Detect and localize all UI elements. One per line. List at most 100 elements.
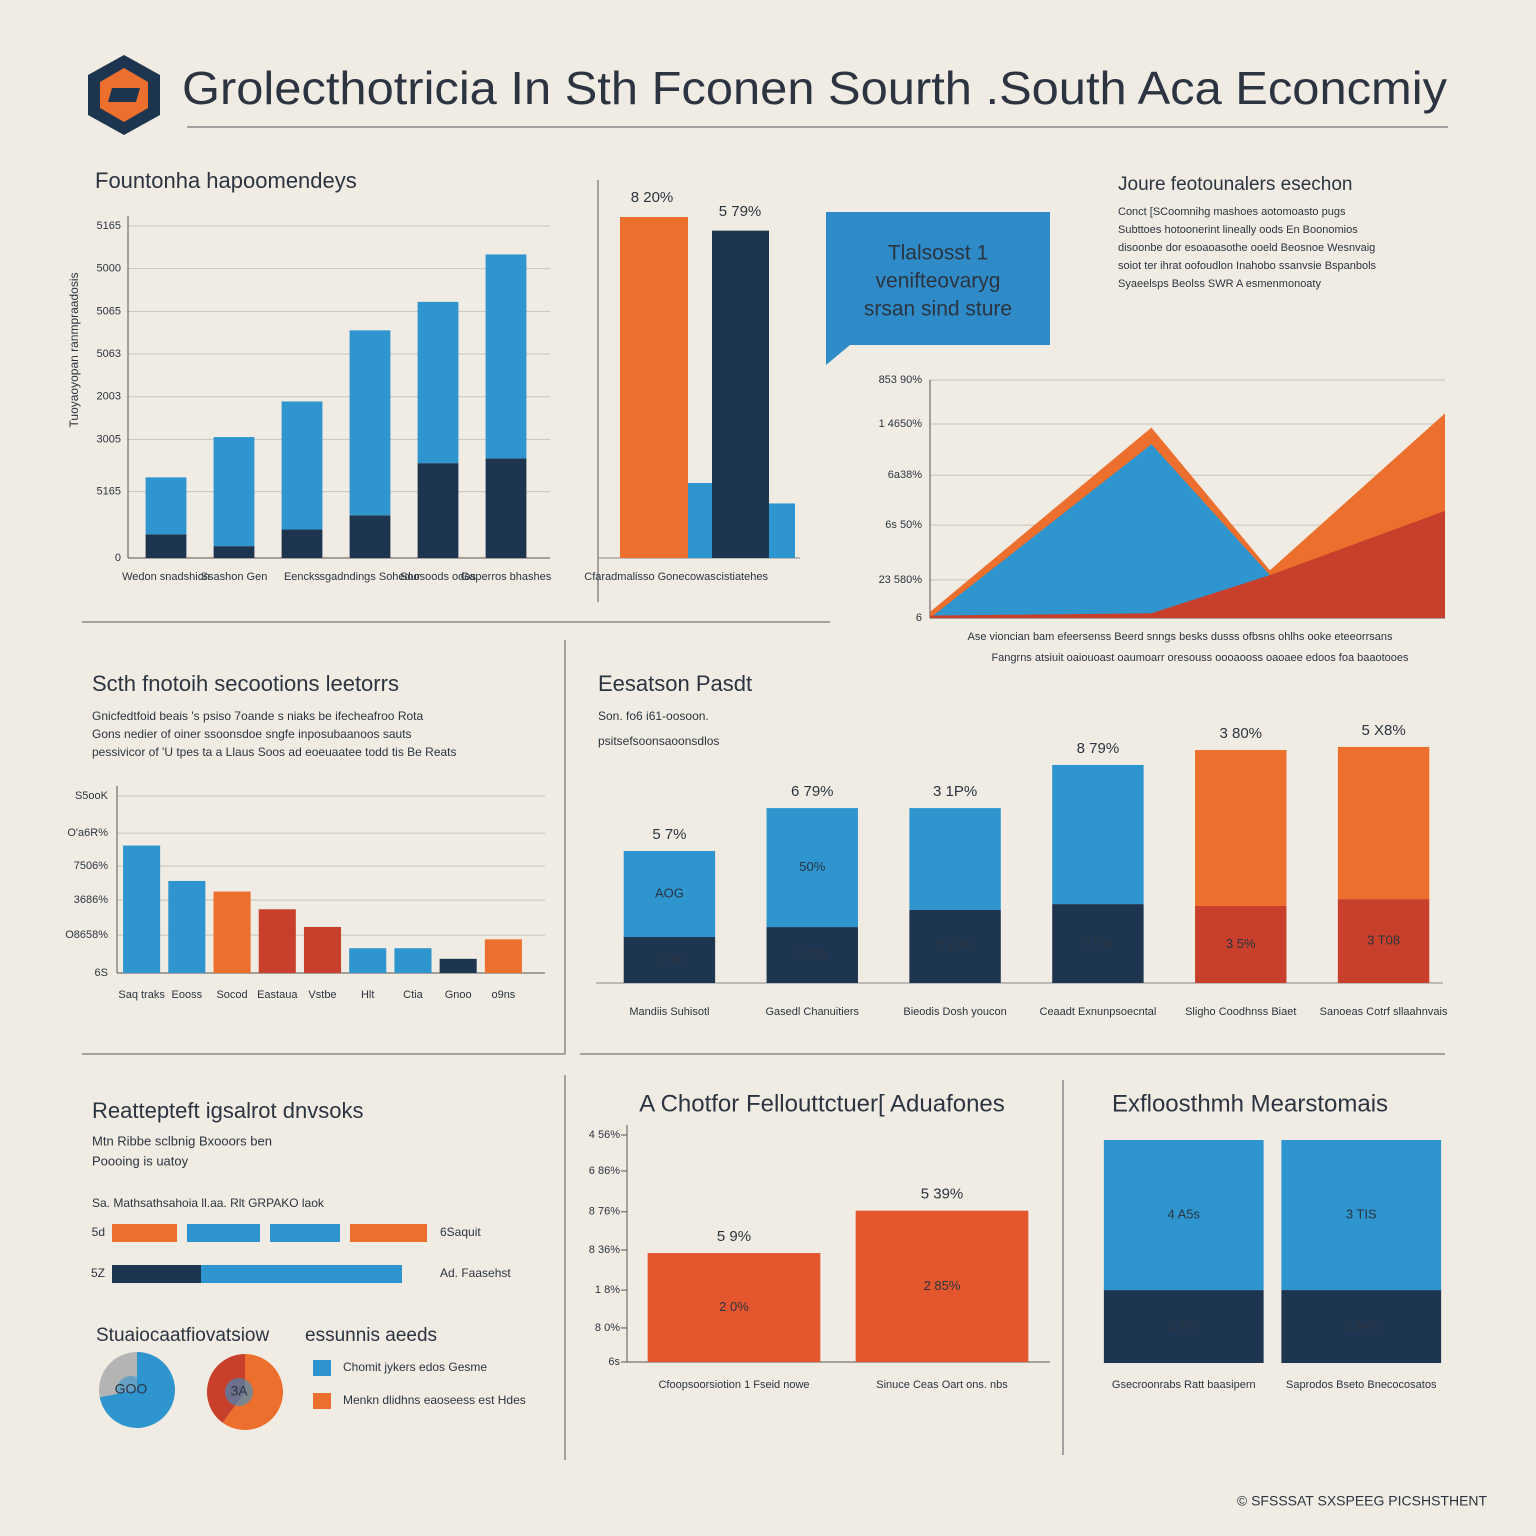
x-tick-label: Gsecroonrabs Ratt baasipern [1112,1379,1256,1391]
subtitle: Mtn Ribbe sclbnig Bxooors ben [92,1133,272,1148]
y-tick-label: 6S [95,967,108,979]
y-tick-label: O'a6R% [67,827,108,839]
y-axis-label: Tuoyaoyopan ranmpraadosis [67,273,81,428]
y-tick-label: 0 [115,552,121,564]
legend-label: Menkn dlidhns eaoseess est Hdes [343,1393,526,1407]
callout-text: venifteovaryg [876,270,1001,293]
bar-label: 2 85% [924,1278,961,1293]
x-tick-label: Ctia [403,989,423,1001]
x-tick-label: Hlt [361,989,374,1001]
pie-label: 3A [230,1383,248,1399]
bar-label: 3 34% [1343,1318,1380,1333]
row-label: 5Z [91,1266,105,1280]
bar-label: 4 A5s [1167,1206,1200,1221]
x-tick-label: Vstbe [308,989,336,1001]
bar-segment [1281,1290,1442,1363]
y-tick-label: 5165 [97,220,121,232]
subtitle: Conct [SCoomnihg mashoes aotomoasto pugs [1118,206,1346,218]
bar [439,958,477,973]
main-title: Grolecthotricia In Sth Fconen Sourth .So… [182,62,1447,114]
x-tick-label: Ssashon Gen [201,571,268,583]
y-tick-label: O8658% [65,929,108,941]
x-tick-label: Sinuce Ceas Oart ons. nbs [876,1379,1008,1391]
bar-top-label: 3 80% [1219,725,1262,742]
bar-segment [213,546,255,558]
y-tick-label: 5063 [97,348,121,360]
y-tick-label: 6s 50% [885,519,922,531]
x-tick-label: Eooss [172,989,203,1001]
bar-segment [909,910,1001,983]
y-tick-label: 5165 [97,486,121,498]
chart-title: A Chotfor Fellouttctuer[ Aduafones [639,1090,1005,1117]
y-tick-label: 6s [608,1356,620,1368]
bar-segment [350,1224,427,1242]
bar-label: 50% [799,859,825,874]
bar-label: AOG [655,885,684,900]
subtitle: Poooing is uatoy [92,1153,189,1168]
pie-hole [117,1376,145,1404]
logo [88,55,160,135]
y-tick-label: 1 4650% [879,418,923,430]
bar-label: 6 0% [1083,935,1113,950]
annotation: 5 79% [719,203,762,220]
y-tick-label: 2003 [97,391,121,403]
subtitle: pessivicor of 'U tpes ta a Llaus Soos ad… [92,745,457,759]
chart-title: Fountonha hapoomendeys [95,168,357,193]
x-tick-label: Mandiis Suhisotl [629,1006,709,1018]
chart-title: Reattepteft igsalrot dnvsoks [92,1098,363,1123]
chart-title: Scth fnotoih secootions leetorrs [92,671,399,696]
subtitle: Gons nedier of oiner ssoonsdoe sngfe inp… [92,727,412,741]
x-tick-label: o9ns [491,989,515,1001]
row-note: Ad. Faasehst [440,1266,511,1280]
chart-title: Joure feotounalers esechon [1118,174,1353,195]
bar-segment [112,1265,201,1283]
bar-segment [1337,746,1430,900]
x-tick-label: Gasedl Chanuitiers [765,1006,859,1018]
bar-segment [1281,1140,1442,1291]
chart-title: Eesatson Pasdt [598,671,752,696]
callout-text: Tlalsosst 1 [888,242,988,265]
x-tick-label: Cfaradmalisso Gonecowas [584,571,716,583]
x-tick-label: Cfoopsoorsiotion 1 Fseid nowe [658,1379,809,1391]
bar [123,845,161,973]
chart-title: Exfloosthmh Mearstomais [1112,1090,1388,1117]
y-tick-label: 853 90% [879,374,923,386]
bar-segment [145,534,187,558]
subtitle: disoonbe dor esoaoasothe ooeld Beosnoe W… [1118,242,1375,254]
x-tick-label: Soosoods odos [400,571,476,583]
legend-swatch [313,1360,331,1376]
bar-label: 2 96 [657,951,682,966]
bar-top-label: 6 79% [791,783,834,800]
subtitle: Syaeelsps Beolss SWR A esmenmonoaty [1118,278,1321,290]
bar [303,926,342,973]
x-tick-label: Gaperros bhashes [461,571,552,583]
bar-segment [1052,764,1144,905]
x-tick-label: Saprodos Bseto Bnecocosatos [1286,1379,1437,1391]
x-tick-label: Bieodis Dosh youcon [903,1006,1006,1018]
bar-segment [485,458,527,558]
bar [213,891,251,973]
callout-text: srsan sind sture [864,298,1012,321]
x-tick-label: Ceaadt Exnunpsoecntal [1040,1006,1157,1018]
bar [712,230,769,558]
bar-top-label: 5 9% [717,1228,751,1245]
area [930,444,1445,618]
subtitle: Gnicfedtfoid beais 's psiso 7oande s nia… [92,709,423,723]
bar-label: 3 T08 [1367,932,1400,947]
x-tick-label: cistiatehes [716,571,768,583]
bar-top-label: 5 39% [921,1186,964,1203]
bar [769,503,795,558]
bar [168,880,206,973]
x-tick-label: Wedon snadshion [122,571,210,583]
bar-segment [1103,1290,1264,1363]
bar-label: 3 l0b [798,946,826,961]
y-tick-label: 3005 [97,433,121,445]
x-tick-label: Eencks [284,571,321,583]
bar-top-label: 5 7% [652,826,686,843]
bar-label: 3 TIS [1346,1206,1377,1221]
callout-box [826,212,1050,365]
bar-segment [1052,904,1144,983]
y-tick-label: 8 0% [595,1322,620,1334]
pie-label: GOO [115,1381,148,1397]
